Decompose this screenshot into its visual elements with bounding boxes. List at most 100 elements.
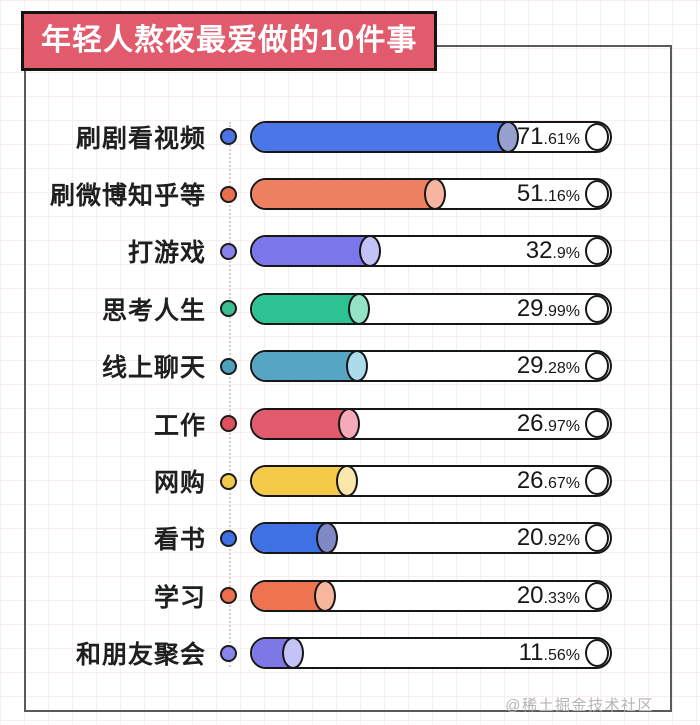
chart-row: 打游戏 32.9% [0,223,700,280]
bar-fill [252,294,360,323]
bar-cap-ellipse-icon [282,637,305,670]
chart-row: 刷微博知乎等 51.16% [0,165,700,222]
bar-end-ellipse-icon [585,180,609,209]
chart-row: 看书 20.92% [0,510,700,567]
value-int: 20 [516,524,544,552]
bullet-wrap [206,128,250,146]
value-frac: .92% [543,532,580,550]
category-label: 打游戏 [127,239,206,268]
value-int: 32 [525,237,553,265]
chart-title: 年轻人熬夜最爱做的10件事 [21,11,438,71]
value-int: 29 [516,294,544,322]
value-int: 29 [516,352,544,380]
bullet-dot-icon [219,415,237,433]
bar-end-ellipse-icon [585,467,609,496]
bullet-wrap [206,644,250,662]
bullet-dot-icon [219,242,237,260]
category-label: 线上聊天 [101,354,206,383]
value-int: 11 [518,639,544,667]
value-frac: .9% [552,245,580,263]
bar-cap-ellipse-icon [348,292,371,325]
bullet-dot-icon [219,644,237,662]
value-frac: .97% [543,417,580,435]
bar-fill [252,237,370,266]
bar-end-ellipse-icon [585,237,609,266]
dotted-axis-line [229,122,231,667]
bar-track: 26.97% [250,407,612,440]
value-label: 71.61% [517,124,580,149]
value-label: 29.99% [516,294,580,322]
bar-track: 51.16% [250,178,612,211]
category-label: 和朋友聚会 [75,641,206,670]
bar-end-ellipse-icon [585,352,609,381]
bullet-dot-icon [219,529,237,547]
value-label: 20.33% [516,581,580,609]
category-label: 刷微博知乎等 [49,182,206,211]
category-label: 学习 [153,583,206,612]
category-label: 工作 [153,411,206,440]
bullet-wrap [206,242,250,260]
bar-fill [252,581,325,610]
bullet-dot-icon [219,587,237,605]
value-label: 26.97% [516,409,580,437]
bar-fill [252,467,348,496]
bullet-dot-icon [219,185,237,203]
watermark-text: @稀土掘金技术社区 [505,697,654,714]
chart-row: 和朋友聚会 11.56% [0,625,700,682]
bar-cap-ellipse-icon [313,579,336,612]
value-int: 26 [516,409,544,437]
bullet-wrap [206,357,250,375]
value-frac: .33% [543,589,580,607]
chart-row: 网购 26.67% [0,452,700,509]
value-label: 32.9% [526,239,580,263]
bar-end-ellipse-icon [585,409,609,438]
value-frac: .67% [543,475,580,493]
value-frac: .99% [543,302,580,320]
value-frac: .16% [543,188,580,206]
bar-cap-ellipse-icon [424,178,447,211]
value-label: 26.67% [517,469,580,493]
value-label: 29.28% [517,354,580,378]
bullet-dot-icon [219,300,237,318]
chart-row: 刷剧看视频 71.61% [0,108,700,165]
bar-track: 26.67% [250,465,612,498]
chart-row: 学习 20.33% [0,567,700,624]
value-label: 51.16% [517,182,580,206]
bullet-dot-icon [219,128,237,146]
bar-track: 20.92% [250,522,612,555]
bar-track: 20.33% [250,579,612,612]
value-frac: .61% [543,130,580,148]
bar-end-ellipse-icon [585,122,609,151]
bar-cap-ellipse-icon [345,350,368,383]
category-label: 刷剧看视频 [75,124,206,153]
chart-row: 思考人生 29.99% [0,280,700,337]
bar-fill [252,180,436,209]
bullet-wrap [206,472,250,490]
bar-track: 29.28% [250,350,612,383]
bullet-dot-icon [219,357,237,375]
bar-fill [252,409,349,438]
value-int: 26 [516,467,544,495]
bullet-wrap [206,300,250,318]
category-label: 看书 [153,526,206,555]
value-frac: .56% [543,647,580,665]
bar-track: 32.9% [250,235,612,268]
bar-fill [252,352,357,381]
bullet-dot-icon [219,472,237,490]
bar-end-ellipse-icon [585,294,609,323]
bar-fill [252,122,509,151]
category-label: 网购 [153,469,206,498]
bullet-wrap [206,415,250,433]
bar-track: 11.56% [250,637,612,670]
value-frac: .28% [543,360,580,378]
bar-cap-ellipse-icon [337,407,360,440]
value-label: 20.92% [517,526,580,550]
bar-cap-ellipse-icon [336,465,359,498]
bullet-wrap [206,185,250,203]
bar-track: 71.61% [250,120,612,153]
value-label: 11.56% [519,641,580,665]
bar-end-ellipse-icon [585,639,609,668]
value-int: 20 [516,581,544,609]
bar-cap-ellipse-icon [358,235,381,268]
